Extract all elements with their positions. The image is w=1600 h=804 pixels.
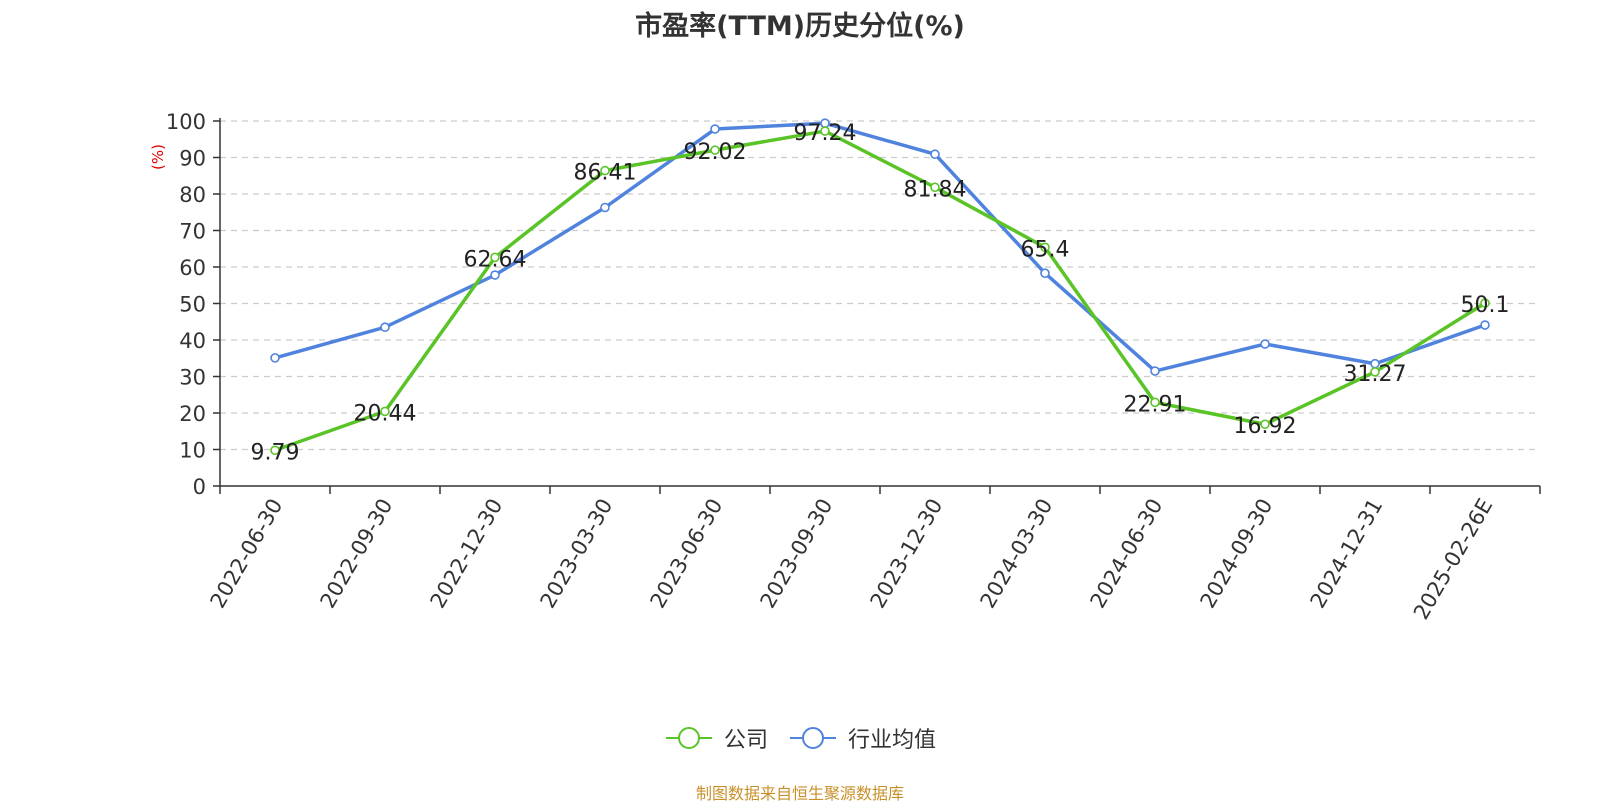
y-tick-label: 40 bbox=[179, 329, 206, 353]
x-tick-label: 2022-12-30 bbox=[426, 495, 508, 613]
company-data-label: 92.02 bbox=[684, 140, 747, 165]
y-tick-label: 10 bbox=[179, 439, 206, 463]
industry-point bbox=[930, 149, 940, 160]
company-data-label: 16.92 bbox=[1234, 414, 1297, 439]
company-point bbox=[1370, 367, 1380, 377]
x-tick-label: 2023-03-30 bbox=[536, 495, 618, 613]
y-axis-unit-label: (%) bbox=[149, 144, 167, 170]
industry-point bbox=[490, 270, 500, 280]
data-labels: 9.79 20.44 62.64 86.41 92.02 97.24 81.84 65.4 22… bbox=[251, 121, 1510, 465]
industry-point bbox=[1150, 366, 1160, 376]
company-point bbox=[930, 182, 940, 193]
legend-company-label: 公司 bbox=[723, 728, 768, 753]
x-tick-label: 2024-12-31 bbox=[1306, 495, 1388, 613]
company-data-label: 81.84 bbox=[904, 177, 967, 202]
company-data-label: 22.91 bbox=[1124, 392, 1187, 417]
x-tick-label: 2024-06-30 bbox=[1086, 495, 1168, 613]
company-point bbox=[1040, 242, 1050, 253]
industry-point bbox=[1260, 339, 1270, 349]
axes: 0 10 20 30 40 50 60 70 80 90 100 (%) 2022-06-30 2022-… bbox=[149, 110, 1541, 624]
data-source-note: 制图数据来自恒生聚源数据库 bbox=[695, 784, 904, 803]
industry-point bbox=[710, 124, 720, 134]
industry-point bbox=[1480, 320, 1490, 330]
industry-point bbox=[600, 202, 610, 213]
x-tick-label: 2023-09-30 bbox=[756, 495, 838, 613]
company-point bbox=[270, 445, 280, 456]
y-tick-label: 70 bbox=[179, 220, 206, 244]
y-tick-label: 20 bbox=[179, 402, 206, 426]
company-point bbox=[600, 165, 610, 176]
company-data-label: 97.24 bbox=[794, 121, 857, 146]
company-point bbox=[380, 406, 390, 417]
x-tick-label: 2024-09-30 bbox=[1196, 495, 1278, 613]
y-tick-label: 60 bbox=[179, 256, 206, 280]
legend-industry-label: 行业均值 bbox=[848, 728, 937, 753]
y-tick-label: 100 bbox=[166, 110, 206, 134]
legend-industry-marker-icon bbox=[790, 727, 836, 749]
series-lines bbox=[270, 118, 1490, 456]
y-tick-label: 0 bbox=[193, 475, 206, 499]
industry-point bbox=[270, 353, 280, 363]
y-tick-label: 80 bbox=[179, 183, 206, 207]
company-point bbox=[820, 126, 830, 136]
y-tick-label: 90 bbox=[179, 147, 206, 171]
x-tick-label: 2023-06-30 bbox=[646, 495, 728, 613]
company-point bbox=[1260, 419, 1270, 430]
company-point bbox=[1150, 397, 1160, 408]
chart-title: 市盈率(TTM)历史分位(%) bbox=[635, 11, 965, 42]
industry-point bbox=[1040, 268, 1050, 279]
legend-company-marker-icon bbox=[665, 727, 712, 749]
company-data-label: 62.64 bbox=[464, 247, 527, 272]
legend-item-industry[interactable]: 行业均值 bbox=[788, 722, 936, 754]
legend: 公司 行业均值 bbox=[0, 722, 1600, 754]
y-tick-label: 50 bbox=[179, 293, 206, 317]
company-point bbox=[710, 145, 720, 155]
company-data-label: 20.44 bbox=[354, 401, 417, 426]
x-tick-label: 2022-06-30 bbox=[206, 495, 288, 613]
x-tick-label: 2023-12-30 bbox=[866, 495, 948, 613]
industry-point bbox=[380, 322, 390, 333]
company-data-label: 86.41 bbox=[574, 161, 637, 186]
company-data-label: 50.1 bbox=[1461, 293, 1510, 318]
x-tick-label: 2022-09-30 bbox=[316, 495, 398, 613]
company-data-label: 31.27 bbox=[1344, 362, 1407, 387]
x-tick-label: 2024-03-30 bbox=[976, 495, 1058, 613]
company-point bbox=[1480, 298, 1490, 308]
company-data-label: 65.4 bbox=[1021, 237, 1070, 262]
company-line bbox=[274, 129, 1486, 452]
grid-lines bbox=[220, 120, 1540, 451]
company-point bbox=[490, 252, 500, 263]
legend-item-company[interactable]: 公司 bbox=[664, 722, 768, 754]
y-tick-label: 30 bbox=[179, 366, 206, 390]
company-data-label: 9.79 bbox=[251, 440, 300, 465]
x-tick-label: 2025-02-26E bbox=[1409, 495, 1497, 624]
